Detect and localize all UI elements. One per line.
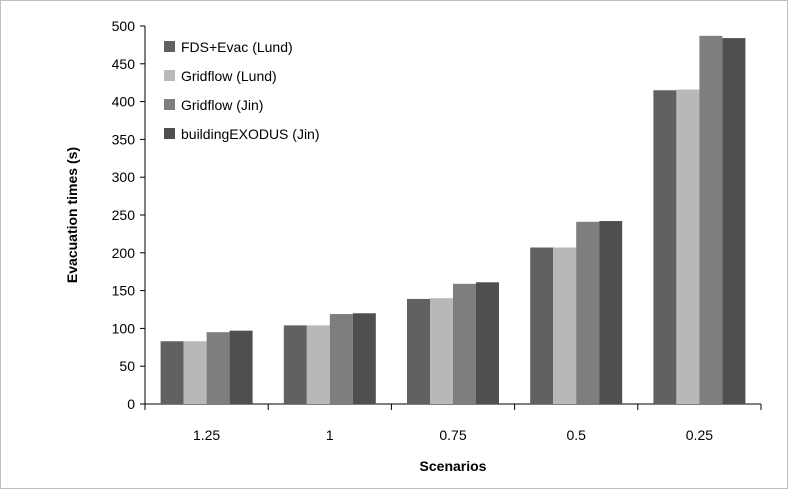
legend-label: Gridflow (Jin)	[181, 97, 263, 113]
bar-2-0.25	[676, 89, 700, 404]
x-axis-title: Scenarios	[420, 458, 487, 474]
legend-label: Gridflow (Lund)	[181, 68, 277, 84]
legend: FDS+Evac (Lund) Gridflow (Lund) Gridflow (…	[164, 39, 320, 142]
x-tick-label: 0.5	[566, 427, 586, 443]
x-tick-label: 1.25	[193, 427, 220, 443]
y-tick-label: 200	[112, 245, 136, 261]
bar-1-0.25	[653, 90, 677, 404]
legend-label: FDS+Evac (Lund)	[181, 39, 293, 55]
y-tick-label: 500	[112, 18, 136, 34]
bar-3-0.25	[699, 35, 723, 404]
bar-4-0.25	[722, 38, 746, 404]
y-tick-label: 0	[127, 396, 135, 412]
bar-2-0.75	[430, 298, 453, 404]
bars	[160, 35, 746, 404]
bar-4-1	[352, 313, 376, 404]
bar-4-0.75	[476, 282, 499, 404]
bar-1-1.25	[160, 341, 184, 404]
bar-3-0.75	[453, 283, 476, 404]
bar-2-1	[306, 325, 330, 404]
legend-swatch	[164, 70, 175, 81]
y-tick-label: 150	[112, 283, 136, 299]
y-tick-label: 400	[112, 94, 136, 110]
y-tick-label: 300	[112, 169, 136, 185]
bar-3-1	[329, 314, 353, 404]
bar-3-0.5	[576, 221, 600, 404]
x-tick-label: 0.25	[686, 427, 713, 443]
y-ticks: 0 50 100 150 200 250 300 350 400 450 500	[112, 18, 145, 412]
legend-swatch	[164, 128, 175, 139]
legend-swatch	[164, 41, 175, 52]
bar-3-1.25	[206, 332, 230, 404]
bar-2-0.5	[553, 247, 577, 404]
bar-4-0.5	[599, 221, 623, 404]
legend-label: buildingEXODUS (Jin)	[181, 126, 320, 142]
bar-1-0.75	[407, 298, 430, 404]
bar-2-1.25	[183, 341, 207, 404]
y-tick-label: 50	[119, 358, 135, 374]
y-tick-label: 100	[112, 320, 136, 336]
y-tick-label: 450	[112, 56, 136, 72]
legend-swatch	[164, 99, 175, 110]
bar-1-1	[283, 325, 307, 404]
bar-1-0.5	[530, 247, 554, 404]
bar-4-1.25	[229, 330, 253, 404]
y-axis-title: Evacuation times (s)	[64, 147, 80, 283]
x-tick-label: 1	[326, 427, 334, 443]
y-tick-label: 250	[112, 207, 136, 223]
x-ticks: 1.25 1 0.75 0.5 0.25	[144, 404, 762, 443]
x-tick-label: 0.75	[439, 427, 466, 443]
y-tick-label: 350	[112, 131, 136, 147]
